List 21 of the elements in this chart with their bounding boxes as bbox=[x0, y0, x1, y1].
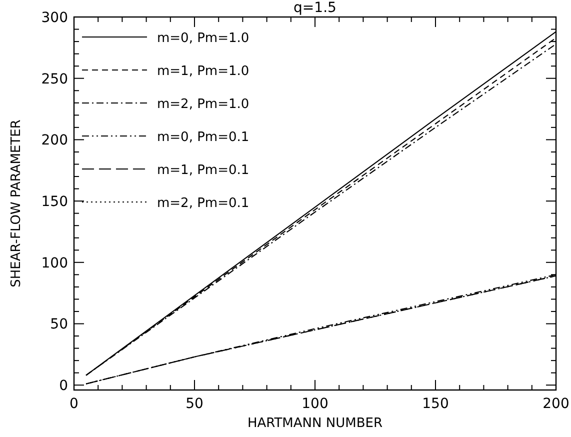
x-tick-label: 0 bbox=[70, 396, 78, 412]
x-axis-title: HARTMANN NUMBER bbox=[247, 416, 383, 431]
x-tick-label: 100 bbox=[302, 396, 328, 412]
x-tick-label: 50 bbox=[186, 396, 204, 412]
legend-label: m=0, Pm=1.0 bbox=[157, 31, 250, 46]
legend-label: m=2, Pm=1.0 bbox=[157, 97, 250, 112]
legend-label: m=1, Pm=0.1 bbox=[157, 163, 250, 178]
y-axis-title: SHEAR-FLOW PARAMETER bbox=[9, 120, 24, 288]
y-tick-label: 150 bbox=[41, 194, 68, 210]
x-tick-label: 200 bbox=[542, 396, 570, 412]
y-tick-label: 50 bbox=[50, 316, 68, 333]
y-tick-label: 100 bbox=[41, 255, 68, 272]
y-tick-label: 0 bbox=[59, 378, 68, 394]
legend-label: m=1, Pm=1.0 bbox=[157, 64, 250, 79]
x-tick-label: 150 bbox=[422, 396, 449, 412]
y-tick-label: 300 bbox=[41, 10, 68, 26]
chart-title: q=1.5 bbox=[294, 0, 336, 16]
y-tick-label: 250 bbox=[41, 71, 68, 88]
legend-label: m=0, Pm=0.1 bbox=[157, 130, 250, 145]
legend-label: m=2, Pm=0.1 bbox=[157, 196, 250, 211]
y-tick-label: 200 bbox=[41, 132, 68, 149]
